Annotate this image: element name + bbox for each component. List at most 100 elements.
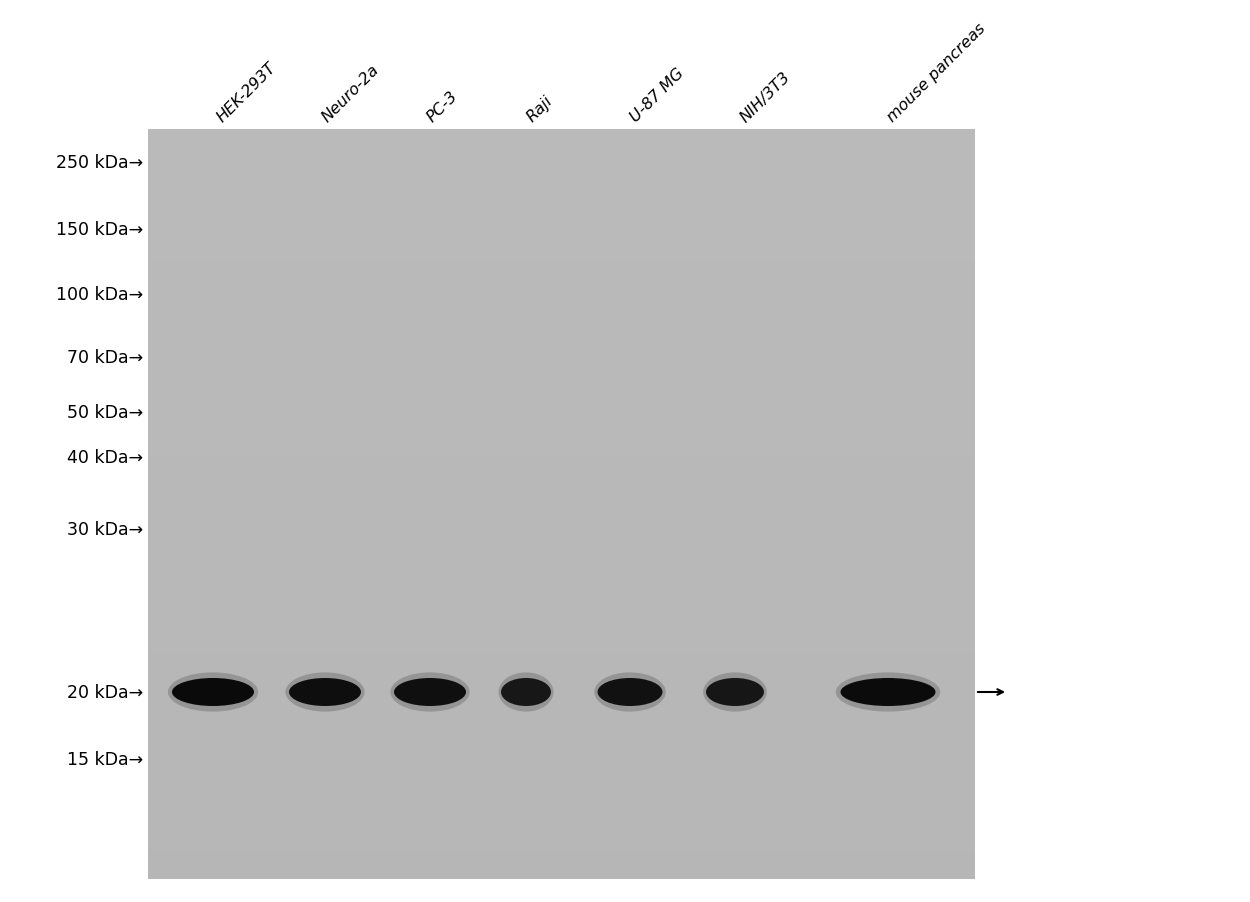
Bar	[148, 177, 975, 186]
Bar	[148, 514, 975, 523]
Text: WWW.PTGLAB.COM: WWW.PTGLAB.COM	[68, 363, 92, 636]
Bar	[148, 739, 975, 748]
Bar	[148, 767, 975, 776]
Ellipse shape	[706, 678, 764, 706]
Bar	[148, 327, 975, 336]
Bar	[148, 224, 975, 233]
Bar	[148, 758, 975, 767]
Bar	[148, 692, 975, 701]
Bar	[148, 485, 975, 495]
Ellipse shape	[703, 673, 768, 712]
Text: 70 kDa→: 70 kDa→	[68, 348, 142, 366]
Bar	[148, 851, 975, 861]
Ellipse shape	[836, 673, 940, 712]
Ellipse shape	[173, 678, 254, 706]
Bar	[148, 814, 975, 823]
Bar	[148, 382, 975, 392]
Bar	[148, 711, 975, 720]
Bar	[148, 186, 975, 196]
Bar	[148, 804, 975, 814]
Bar	[148, 823, 975, 833]
Text: 15 kDa→: 15 kDa→	[68, 750, 142, 769]
Text: 100 kDa→: 100 kDa→	[56, 286, 142, 304]
Bar	[148, 214, 975, 224]
Bar	[148, 318, 975, 327]
Bar	[148, 795, 975, 804]
Bar	[148, 579, 975, 589]
Bar	[148, 589, 975, 598]
Bar	[148, 861, 975, 870]
Bar	[148, 467, 975, 476]
Text: Raji: Raji	[525, 93, 556, 124]
Bar	[148, 420, 975, 429]
Text: U-87 MG: U-87 MG	[628, 66, 686, 124]
Bar	[148, 205, 975, 214]
Text: 20 kDa→: 20 kDa→	[68, 683, 142, 701]
Text: 50 kDa→: 50 kDa→	[68, 403, 142, 421]
Ellipse shape	[285, 673, 365, 712]
Bar	[148, 252, 975, 261]
Text: PC-3: PC-3	[425, 88, 461, 124]
Bar	[148, 336, 975, 345]
Bar	[148, 495, 975, 504]
Bar	[148, 833, 975, 842]
Ellipse shape	[390, 673, 470, 712]
Ellipse shape	[499, 673, 554, 712]
Bar	[148, 551, 975, 561]
Bar	[148, 289, 975, 299]
Bar	[148, 149, 975, 158]
Bar	[148, 271, 975, 280]
Bar	[148, 130, 975, 879]
Ellipse shape	[501, 678, 551, 706]
Ellipse shape	[394, 678, 466, 706]
Bar	[148, 570, 975, 579]
Text: 40 kDa→: 40 kDa→	[68, 448, 142, 466]
Bar	[148, 683, 975, 692]
Bar	[148, 664, 975, 673]
Bar	[148, 139, 975, 149]
Bar	[148, 626, 975, 636]
Bar	[148, 233, 975, 243]
Bar	[148, 532, 975, 542]
Bar	[148, 786, 975, 795]
Bar	[148, 636, 975, 645]
Bar	[148, 158, 975, 167]
Bar	[148, 776, 975, 786]
Bar	[148, 308, 975, 318]
Bar	[148, 429, 975, 439]
Bar	[148, 720, 975, 729]
Bar	[148, 457, 975, 467]
Bar	[148, 448, 975, 457]
Bar	[148, 196, 975, 205]
Bar	[148, 561, 975, 570]
Text: HEK-293T: HEK-293T	[215, 60, 279, 124]
Ellipse shape	[598, 678, 662, 706]
Bar	[148, 280, 975, 289]
Bar	[148, 392, 975, 401]
Bar	[148, 842, 975, 851]
Ellipse shape	[289, 678, 361, 706]
Text: 30 kDa→: 30 kDa→	[68, 520, 142, 538]
Text: mouse pancreas: mouse pancreas	[885, 21, 989, 124]
Bar	[148, 654, 975, 664]
Bar	[148, 645, 975, 654]
Bar	[148, 373, 975, 382]
Bar	[148, 523, 975, 532]
Ellipse shape	[168, 673, 258, 712]
Bar	[148, 354, 975, 364]
Bar	[148, 870, 975, 879]
Bar	[148, 617, 975, 626]
Text: Neuro-2a: Neuro-2a	[320, 62, 382, 124]
Bar	[148, 542, 975, 551]
Text: 250 kDa→: 250 kDa→	[56, 154, 142, 171]
Text: NIH/3T3: NIH/3T3	[738, 69, 794, 124]
Bar	[148, 748, 975, 758]
Bar	[148, 130, 975, 139]
Bar	[148, 345, 975, 354]
Bar	[148, 439, 975, 448]
Bar	[148, 729, 975, 739]
Bar	[148, 476, 975, 485]
Bar	[148, 607, 975, 617]
Bar	[148, 364, 975, 373]
Bar	[148, 299, 975, 308]
